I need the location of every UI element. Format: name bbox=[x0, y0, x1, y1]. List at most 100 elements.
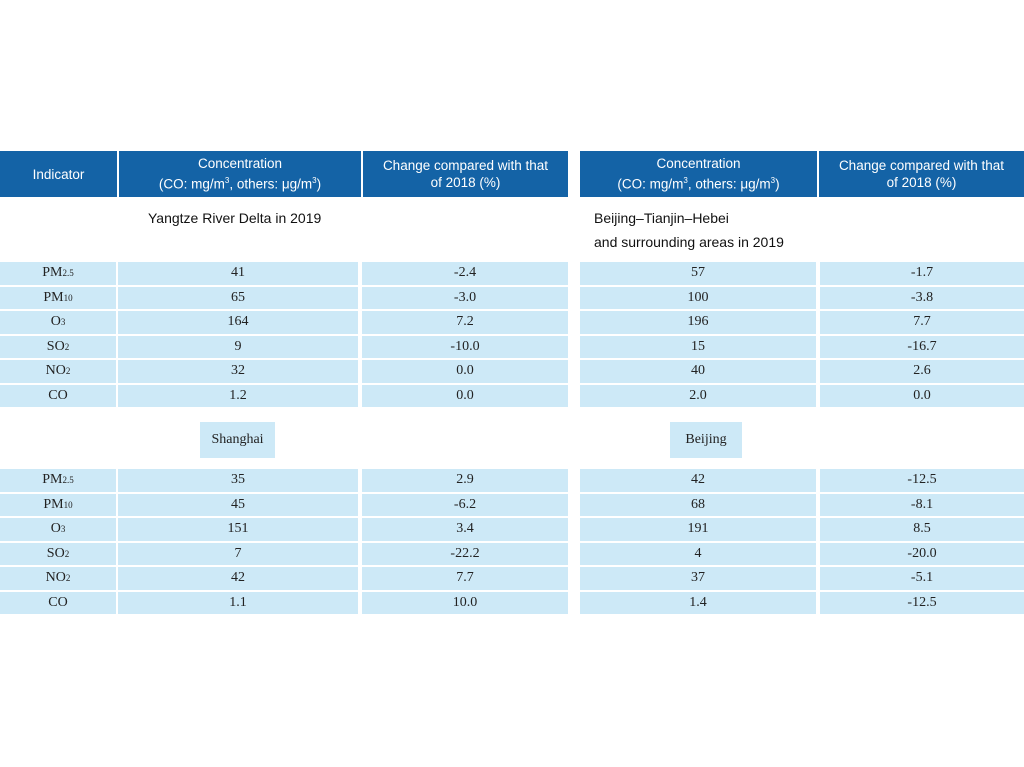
region-title: Beijing–Tianjin–Hebei and surrounding are… bbox=[594, 206, 784, 254]
value: -1.7 bbox=[910, 265, 934, 281]
header-unit: (CO: mg/m3, others: μg/m3) bbox=[159, 172, 321, 193]
concentration-cell: 4 bbox=[580, 542, 816, 565]
concentration-cell: 15 bbox=[580, 335, 816, 358]
value: 2.9 bbox=[456, 472, 474, 488]
concentration-cell: 42 bbox=[580, 469, 816, 492]
change-cell: -22.2 bbox=[362, 542, 568, 565]
indicator-cell: PM 10 bbox=[0, 286, 116, 309]
unit-text: (CO: mg/m bbox=[158, 176, 225, 192]
value: 42 bbox=[231, 570, 245, 586]
indicator-sub: 2.5 bbox=[62, 268, 74, 279]
value: 196 bbox=[687, 314, 709, 330]
header-cell: Concentration (CO: mg/m3, others: μg/m3) bbox=[119, 151, 361, 197]
value: -8.1 bbox=[910, 496, 934, 512]
value: 100 bbox=[687, 289, 709, 305]
indicator-sub: 2 bbox=[65, 573, 71, 584]
header-cell: Change compared with that of 2018 (%) bbox=[819, 151, 1024, 197]
change-cell: -12.5 bbox=[820, 469, 1024, 492]
change-cell: -5.1 bbox=[820, 567, 1024, 590]
indicator-base: SO bbox=[46, 338, 65, 354]
change-cell: -2.4 bbox=[362, 262, 568, 285]
change-cell: 0.0 bbox=[362, 384, 568, 407]
indicator-cell: SO 2 bbox=[0, 542, 116, 565]
indicator-cell: CO bbox=[0, 384, 116, 407]
change-cell: 7.7 bbox=[362, 567, 568, 590]
unit-text: ) bbox=[316, 176, 322, 192]
value: 37 bbox=[691, 570, 705, 586]
concentration-cell: 1.4 bbox=[580, 591, 816, 614]
value: 68 bbox=[691, 496, 705, 512]
value: -3.0 bbox=[453, 289, 477, 305]
concentration-cell: 196 bbox=[580, 311, 816, 334]
header-text: of 2018 (%) bbox=[886, 175, 957, 190]
concentration-cell: 37 bbox=[580, 567, 816, 590]
change-cell: 0.0 bbox=[362, 360, 568, 383]
region-title: Yangtze River Delta in 2019 bbox=[148, 206, 321, 230]
indicator-base: SO bbox=[46, 545, 65, 561]
value: 164 bbox=[227, 314, 249, 330]
region-line: and surrounding areas in 2019 bbox=[594, 234, 784, 250]
header-text: Indicator bbox=[32, 166, 85, 182]
indicator-cell: SO 2 bbox=[0, 335, 116, 358]
value: 40 bbox=[691, 363, 705, 379]
value: 10.0 bbox=[452, 594, 478, 610]
value: -12.5 bbox=[907, 594, 937, 610]
change-cell: -10.0 bbox=[362, 335, 568, 358]
indicator-sub: 2 bbox=[64, 548, 70, 559]
value: 42 bbox=[691, 472, 705, 488]
indicator-sub: 2 bbox=[65, 366, 71, 377]
indicator-cell: PM 10 bbox=[0, 493, 116, 516]
change-cell: 2.9 bbox=[362, 469, 568, 492]
concentration-cell: 9 bbox=[118, 335, 358, 358]
indicator-sub: 2 bbox=[64, 341, 70, 352]
value: 191 bbox=[687, 521, 709, 537]
header-text: of 2018 (%) bbox=[430, 175, 501, 190]
change-cell: -6.2 bbox=[362, 493, 568, 516]
value: 7.2 bbox=[456, 314, 474, 330]
concentration-cell: 68 bbox=[580, 493, 816, 516]
unit-text: ) bbox=[775, 176, 780, 192]
value: 151 bbox=[227, 521, 249, 537]
concentration-cell: 100 bbox=[580, 286, 816, 309]
value: 2.0 bbox=[689, 387, 707, 403]
value: -3.8 bbox=[910, 289, 934, 305]
concentration-cell: 164 bbox=[118, 311, 358, 334]
value: 35 bbox=[231, 472, 245, 488]
indicator-sub: 2.5 bbox=[62, 475, 74, 486]
change-cell: -3.8 bbox=[820, 286, 1024, 309]
header-cell: Concentration (CO: mg/m3, others: μg/m3) bbox=[580, 151, 817, 197]
value: 0.0 bbox=[456, 363, 474, 379]
unit-sup: 3 bbox=[312, 176, 317, 186]
value: 15 bbox=[691, 338, 705, 354]
change-cell: -12.5 bbox=[820, 591, 1024, 614]
header-title: Concentration bbox=[656, 156, 741, 172]
indicator-base: PM bbox=[42, 472, 63, 488]
value: 41 bbox=[231, 265, 245, 281]
value: 9 bbox=[234, 338, 242, 354]
header-cell: Indicator bbox=[0, 151, 117, 197]
region-line: Yangtze River Delta in 2019 bbox=[148, 210, 322, 226]
value: 1.2 bbox=[229, 387, 247, 403]
header-title: Concentration bbox=[197, 156, 283, 172]
value: -12.5 bbox=[907, 472, 937, 488]
city-text: Beijing bbox=[685, 432, 727, 447]
change-cell: -16.7 bbox=[820, 335, 1024, 358]
value: 8.5 bbox=[913, 521, 931, 537]
unit-sup: 3 bbox=[770, 176, 776, 186]
concentration-cell: 42 bbox=[118, 567, 358, 590]
indicator-base: PM bbox=[42, 265, 63, 281]
value: 45 bbox=[231, 496, 245, 512]
indicator-base: O bbox=[50, 521, 61, 537]
indicator-cell: CO bbox=[0, 591, 116, 614]
change-cell: -1.7 bbox=[820, 262, 1024, 285]
concentration-cell: 65 bbox=[118, 286, 358, 309]
value: -6.2 bbox=[453, 496, 477, 512]
value: 0.0 bbox=[456, 387, 474, 403]
unit-sup: 3 bbox=[683, 176, 688, 186]
indicator-base: PM bbox=[43, 496, 64, 512]
indicator-sub: 3 bbox=[60, 524, 66, 535]
indicator-sub: 10 bbox=[63, 292, 73, 303]
value: -16.7 bbox=[907, 338, 937, 354]
change-cell: 10.0 bbox=[362, 591, 568, 614]
